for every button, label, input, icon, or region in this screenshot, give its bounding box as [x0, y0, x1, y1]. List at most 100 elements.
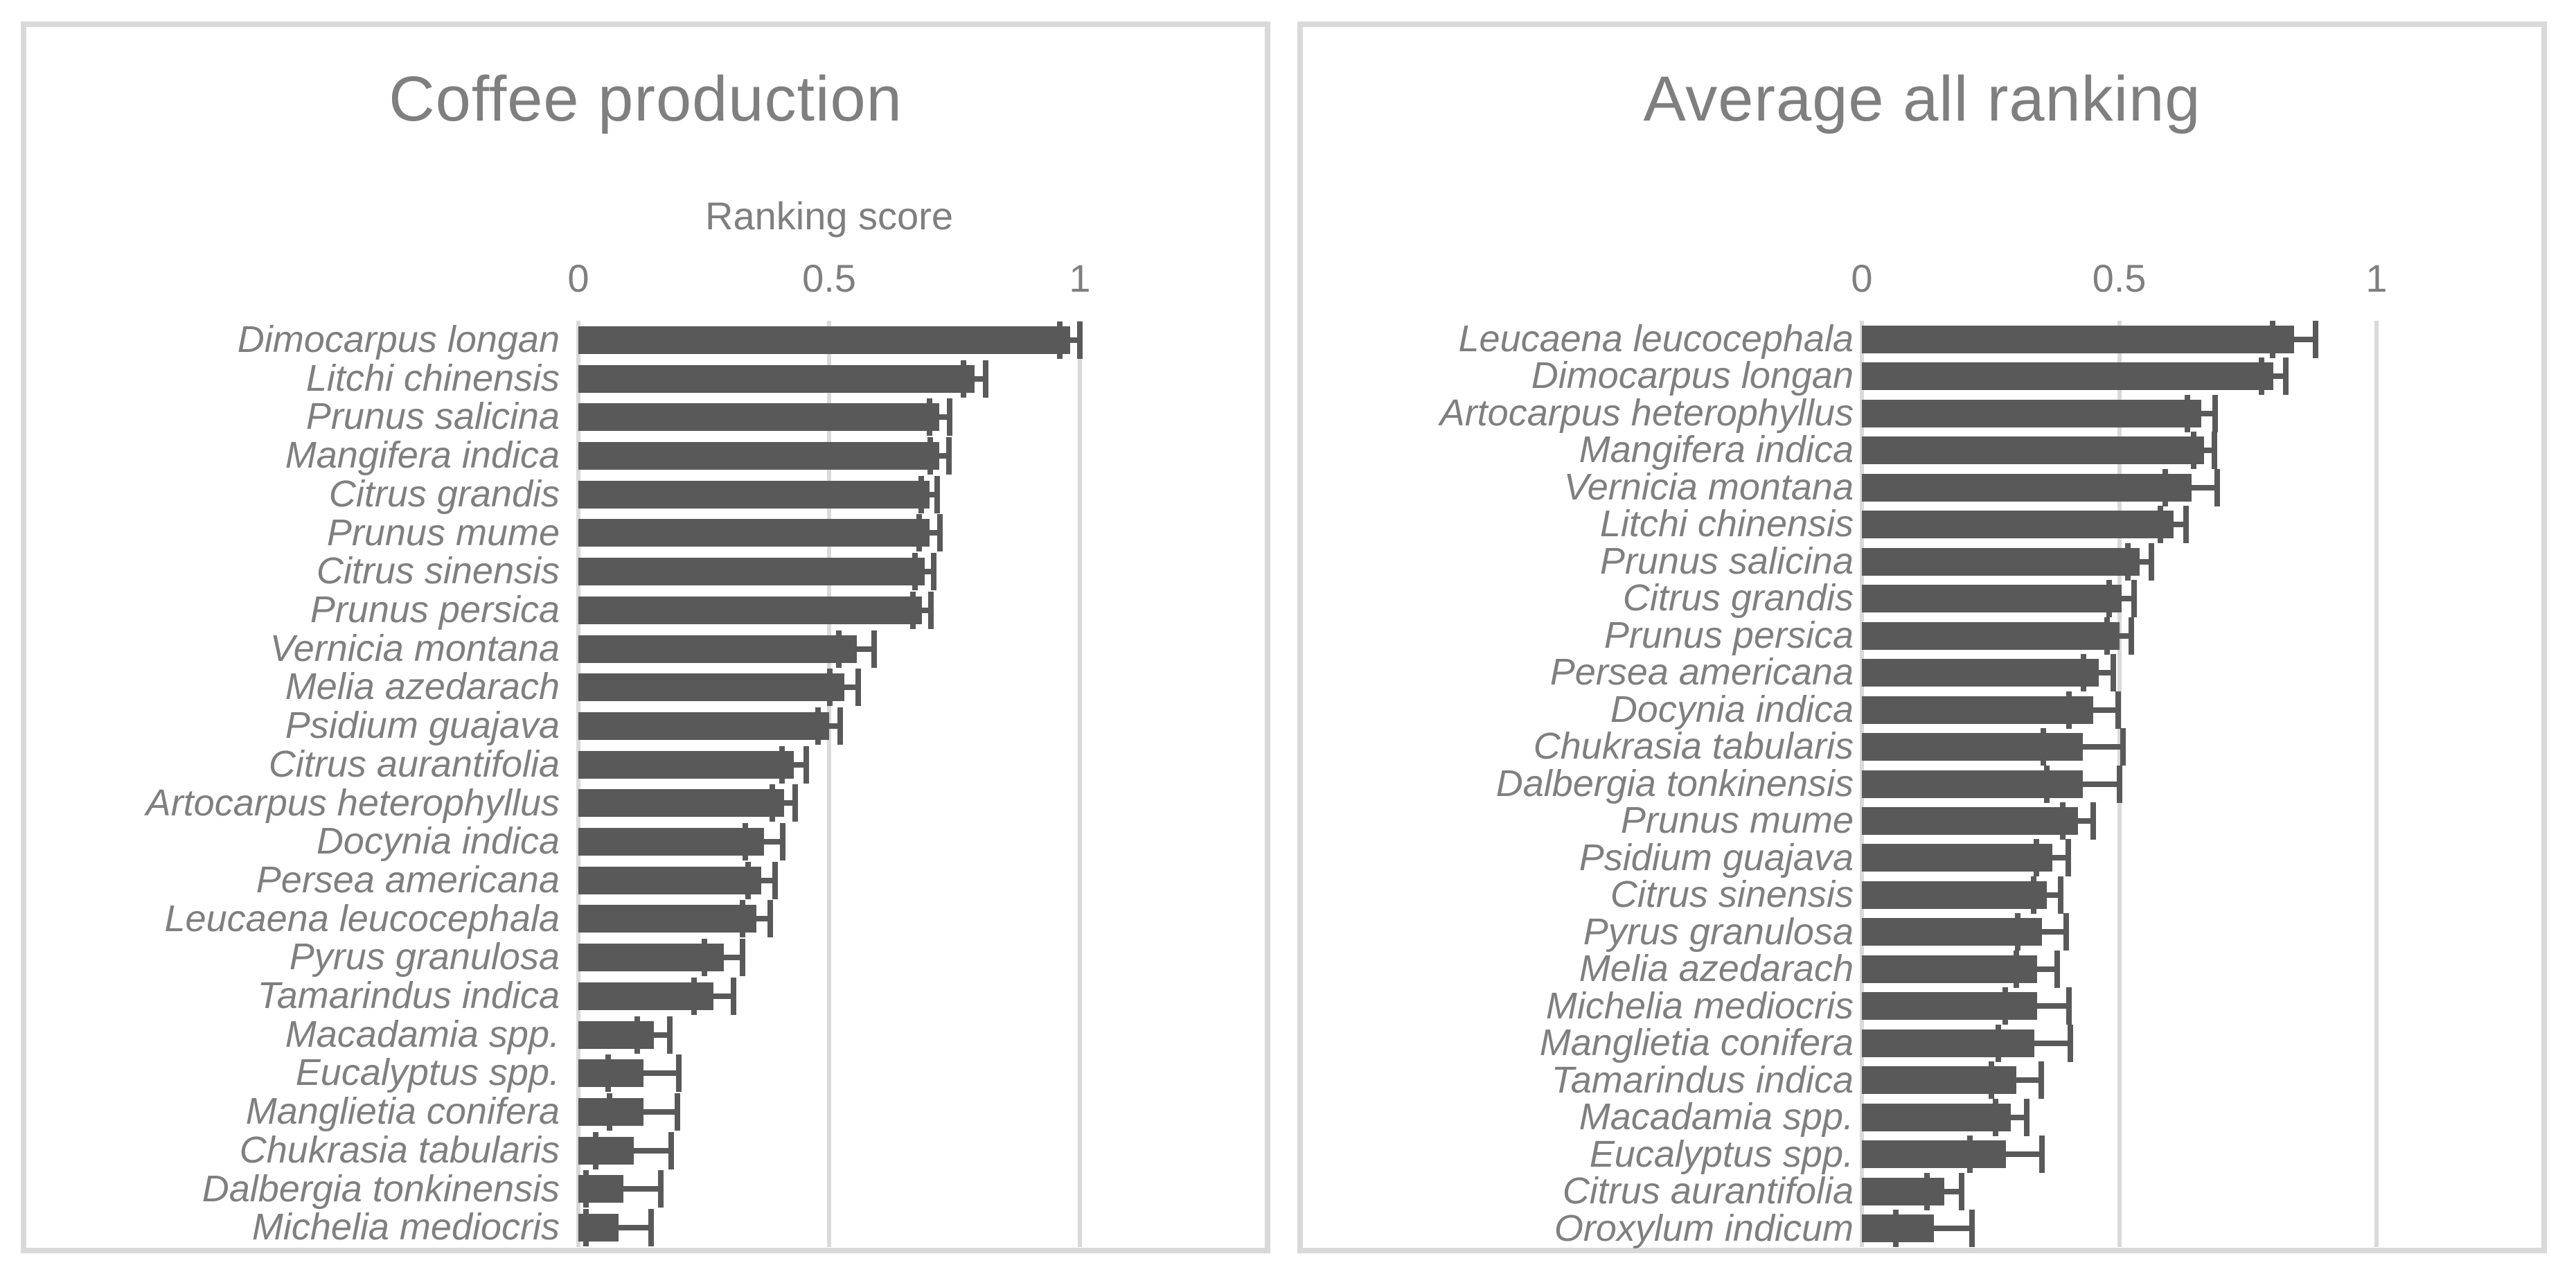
- category-label: Psidium guajava: [285, 705, 560, 747]
- error-bar-cap: [779, 823, 785, 861]
- error-bar-cap: [2313, 320, 2319, 358]
- error-bar-cap: [668, 1131, 674, 1169]
- category-label: Pyrus granulosa: [1583, 910, 1854, 953]
- error-bar-cap: [2031, 876, 2037, 914]
- error-bar-cap: [937, 514, 943, 552]
- error-bar: [637, 1032, 670, 1038]
- x-tick-label: 0: [1851, 256, 1873, 300]
- error-bar: [772, 800, 796, 806]
- category-label: Tamarindus indica: [257, 975, 560, 1017]
- error-bar: [747, 877, 775, 883]
- error-bar: [1926, 1188, 1962, 1194]
- error-bar: [2128, 558, 2152, 565]
- error-bar-cap: [767, 900, 774, 938]
- error-bar: [693, 993, 734, 999]
- chart-panel-average-all-ranking: Average all ranking 0 0.5 1 Leucaena leucoc…: [1297, 21, 2547, 1253]
- bar: [1862, 399, 2201, 427]
- error-bar: [1998, 1040, 2070, 1046]
- error-bar: [1060, 337, 1080, 343]
- error-bar-cap: [675, 1054, 682, 1093]
- error-bar: [2261, 373, 2286, 380]
- category-label: Leucaena leucocephala: [164, 897, 560, 939]
- bar: [1862, 436, 2204, 465]
- error-bar-cap: [2023, 1098, 2029, 1136]
- error-bar-cap: [1893, 1210, 1899, 1248]
- error-bar: [1991, 1077, 2041, 1084]
- error-bar-cap: [871, 630, 878, 668]
- error-bar: [609, 1109, 678, 1115]
- error-bar: [2068, 707, 2118, 713]
- bar: [578, 905, 756, 933]
- error-bar: [2036, 855, 2068, 861]
- error-bar: [930, 452, 950, 459]
- gridline: [2374, 321, 2379, 1247]
- error-bar: [704, 955, 743, 961]
- error-bar-cap: [934, 475, 941, 513]
- error-bar-cap: [2214, 468, 2220, 506]
- category-label: Psidium guajava: [1579, 836, 1854, 878]
- error-bar-cap: [2066, 987, 2072, 1025]
- category-label: Persea americana: [1549, 651, 1854, 693]
- error-bar: [2047, 781, 2120, 787]
- error-bar-cap: [2120, 728, 2126, 766]
- error-bar-cap: [2258, 357, 2264, 396]
- error-bar-cap: [2125, 542, 2131, 581]
- category-label: Melia azedarach: [285, 666, 560, 708]
- category-label: Prunus mume: [326, 511, 560, 554]
- error-bar: [2165, 484, 2217, 491]
- error-bar: [2016, 966, 2058, 972]
- category-label: Dimocarpus longan: [237, 319, 560, 360]
- gridline: [576, 321, 580, 1247]
- error-bar-cap: [2081, 654, 2087, 692]
- error-bar-cap: [2044, 765, 2050, 803]
- error-bar-cap: [2128, 617, 2134, 655]
- error-bar-cap: [2162, 468, 2169, 506]
- bar: [1862, 547, 2140, 576]
- error-bar-cap: [916, 514, 922, 552]
- category-label: Prunus mume: [1620, 799, 1854, 842]
- category-label: Prunus persica: [1604, 614, 1854, 656]
- bar: [578, 480, 930, 509]
- error-bar-cap: [739, 900, 745, 938]
- bar: [1862, 473, 2192, 502]
- error-bar-cap: [593, 1131, 599, 1169]
- error-bar-cap: [946, 398, 952, 436]
- category-label: Oroxylum indicum: [1554, 1207, 1854, 1249]
- bar: [578, 828, 764, 856]
- error-bar-cap: [2067, 1024, 2073, 1062]
- bar: [1862, 844, 2052, 872]
- bar: [578, 866, 761, 894]
- error-bar: [963, 376, 986, 382]
- error-bar-cap: [745, 861, 751, 899]
- error-bar-cap: [2149, 542, 2155, 581]
- error-bar-cap: [1967, 1136, 1973, 1174]
- category-label: Chukrasia tabularis: [239, 1129, 560, 1171]
- category-label: Tamarindus indica: [1551, 1059, 1854, 1101]
- error-bar-cap: [2185, 394, 2191, 432]
- error-bar-cap: [792, 784, 799, 822]
- error-bar-cap: [837, 707, 843, 745]
- error-bar-cap: [2063, 913, 2069, 951]
- category-label: Dalbergia tonkinensis: [202, 1167, 560, 1210]
- x-tick-label: 0.5: [802, 256, 856, 300]
- error-bar-cap: [2039, 1136, 2045, 1174]
- error-bar-cap: [2111, 654, 2117, 692]
- error-bar-cap: [2106, 580, 2113, 618]
- bar: [578, 635, 857, 663]
- category-label: Dalbergia tonkinensis: [1495, 762, 1854, 804]
- error-bar-cap: [946, 436, 952, 475]
- error-bar-cap: [2269, 320, 2275, 358]
- error-bar-cap: [1969, 1210, 1975, 1248]
- error-bar-cap: [772, 861, 778, 899]
- error-bar-cap: [691, 977, 697, 1015]
- error-bar: [2107, 633, 2131, 639]
- category-label: Manglietia conifera: [245, 1090, 560, 1133]
- error-bar-cap: [2211, 432, 2217, 470]
- bar: [578, 326, 1070, 354]
- category-label: Citrus sinensis: [316, 550, 560, 592]
- error-bar: [608, 1070, 679, 1077]
- error-bar-cap: [2015, 913, 2021, 951]
- category-label: Melia azedarach: [1579, 948, 1854, 990]
- error-bar-cap: [815, 707, 821, 745]
- category-label: Prunus persica: [310, 588, 560, 630]
